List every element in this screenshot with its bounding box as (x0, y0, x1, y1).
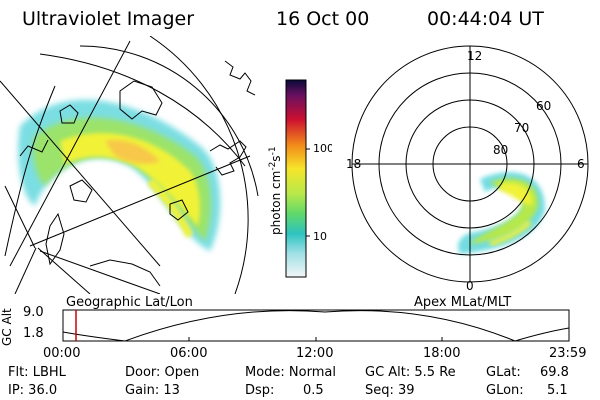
glat-label: GLat: (486, 365, 521, 380)
time-label: 00:44:04 UT (427, 8, 544, 30)
aurora-emission-polar (458, 172, 545, 254)
glat-value: 69.8 (540, 365, 569, 380)
colorbar-scale (285, 79, 307, 278)
colorbar: photon cm-2s-1 100 10 (268, 79, 332, 278)
time-tick-1800: 18:00 (423, 346, 461, 361)
mlt-label-12: 12 (467, 49, 482, 63)
altitude-tick-high: 9.0 (23, 305, 44, 320)
mlt-label-18: 18 (346, 157, 361, 171)
time-tick-0000: 00:00 (43, 346, 81, 361)
polar-grid (351, 45, 589, 283)
dsp-value: 0.5 (303, 383, 324, 398)
mlat-label-70: 70 (514, 121, 529, 135)
gain-info: Gain: 13 (125, 383, 180, 398)
dsp-label: Dsp: (245, 383, 275, 398)
geographic-map (0, 36, 259, 294)
polar-caption: Apex MLat/MLT (414, 295, 512, 310)
ip-info: IP: 36.0 (8, 383, 58, 398)
mode-info: Mode: Normal (245, 365, 336, 380)
time-tick-2359: 23:59 (549, 346, 587, 361)
colorbar-label-10: 10 (313, 230, 327, 243)
time-tick-0600: 06:00 (170, 346, 208, 361)
gc-alt-info: GC Alt: 5.5 Re (365, 365, 456, 380)
altitude-curve (62, 310, 570, 342)
geo-grid (0, 36, 259, 294)
time-tick-1200: 12:00 (296, 346, 334, 361)
instrument-title: Ultraviolet Imager (22, 8, 195, 30)
door-info: Door: Open (125, 365, 200, 380)
mlt-label-6: 6 (577, 157, 585, 171)
mlat-label-80: 80 (493, 143, 508, 157)
seq-info: Seq: 39 (365, 383, 415, 398)
aurora-emission-geo (18, 99, 221, 251)
geo-caption: Geographic Lat/Lon (66, 295, 193, 310)
glon-label: GLon: (486, 383, 524, 398)
colorbar-label: photon cm-2s-1 (268, 146, 283, 235)
mlat-label-60: 60 (536, 99, 551, 113)
filter-info: Flt: LBHL (8, 365, 66, 380)
coastlines (19, 60, 256, 287)
date-label: 16 Oct 00 (276, 8, 370, 30)
glon-value: 5.1 (547, 383, 568, 398)
altitude-timeline (62, 309, 570, 342)
altitude-tick-low: 1.8 (23, 326, 44, 341)
mlt-label-0: 0 (466, 279, 474, 293)
polar-plot: 12 18 6 0 60 70 80 (346, 45, 589, 293)
altitude-axis-label: GC Alt (0, 308, 14, 346)
colorbar-label-100: 100 (313, 142, 332, 155)
